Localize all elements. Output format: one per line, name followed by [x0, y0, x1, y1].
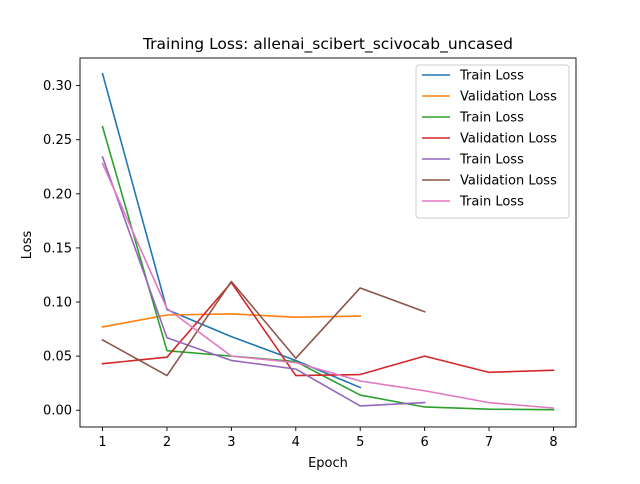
legend-label-7: Train Loss [459, 195, 524, 210]
y-axis-label: Loss [20, 231, 35, 260]
legend-label-5: Train Loss [459, 153, 524, 168]
series-line-7 [101, 162, 555, 409]
legend-label-6: Validation Loss [460, 174, 557, 189]
legend-box [415, 64, 570, 219]
x-tick-label: 8 [549, 435, 557, 450]
series-line-5 [101, 155, 426, 407]
series-lines [101, 72, 555, 411]
x-tick-label: 6 [420, 435, 428, 450]
axes: 1 2 3 4 5 6 7 8 0.00 0.05 0.10 0.15 0.20 0.25 0.30 [43, 57, 577, 450]
series-line-6 [101, 280, 426, 377]
legend-label-1: Train Loss [459, 69, 524, 84]
legend-label-4: Validation Loss [460, 132, 557, 147]
x-tick-label: 7 [485, 435, 493, 450]
y-tick-label: 0.20 [43, 187, 72, 202]
x-axis-label: Epoch [308, 456, 348, 471]
y-tick-label: 0.25 [43, 133, 72, 148]
y-tick-label: 0.15 [43, 241, 72, 256]
x-tick-label: 1 [98, 435, 106, 450]
chart-title: Training Loss: allenai_scibert_scivocab_… [142, 35, 513, 54]
x-tick-label: 5 [356, 435, 364, 450]
y-tick-label: 0.30 [43, 79, 72, 94]
y-tick-label: 0.05 [43, 350, 72, 365]
legend: Train Loss Validation Loss Train Loss Valid… [415, 64, 570, 219]
x-tick-label: 4 [292, 435, 300, 450]
y-tick-label: 0.00 [43, 404, 72, 419]
series-line-2 [101, 313, 362, 328]
x-tick-label: 3 [227, 435, 235, 450]
legend-label-3: Train Loss [459, 111, 524, 126]
legend-label-2: Validation Loss [460, 90, 557, 105]
plot-frame [79, 57, 577, 428]
x-tick-label: 2 [163, 435, 171, 450]
series-line-4 [101, 281, 555, 377]
y-tick-label: 0.10 [43, 296, 72, 311]
series-line-3 [101, 125, 555, 411]
